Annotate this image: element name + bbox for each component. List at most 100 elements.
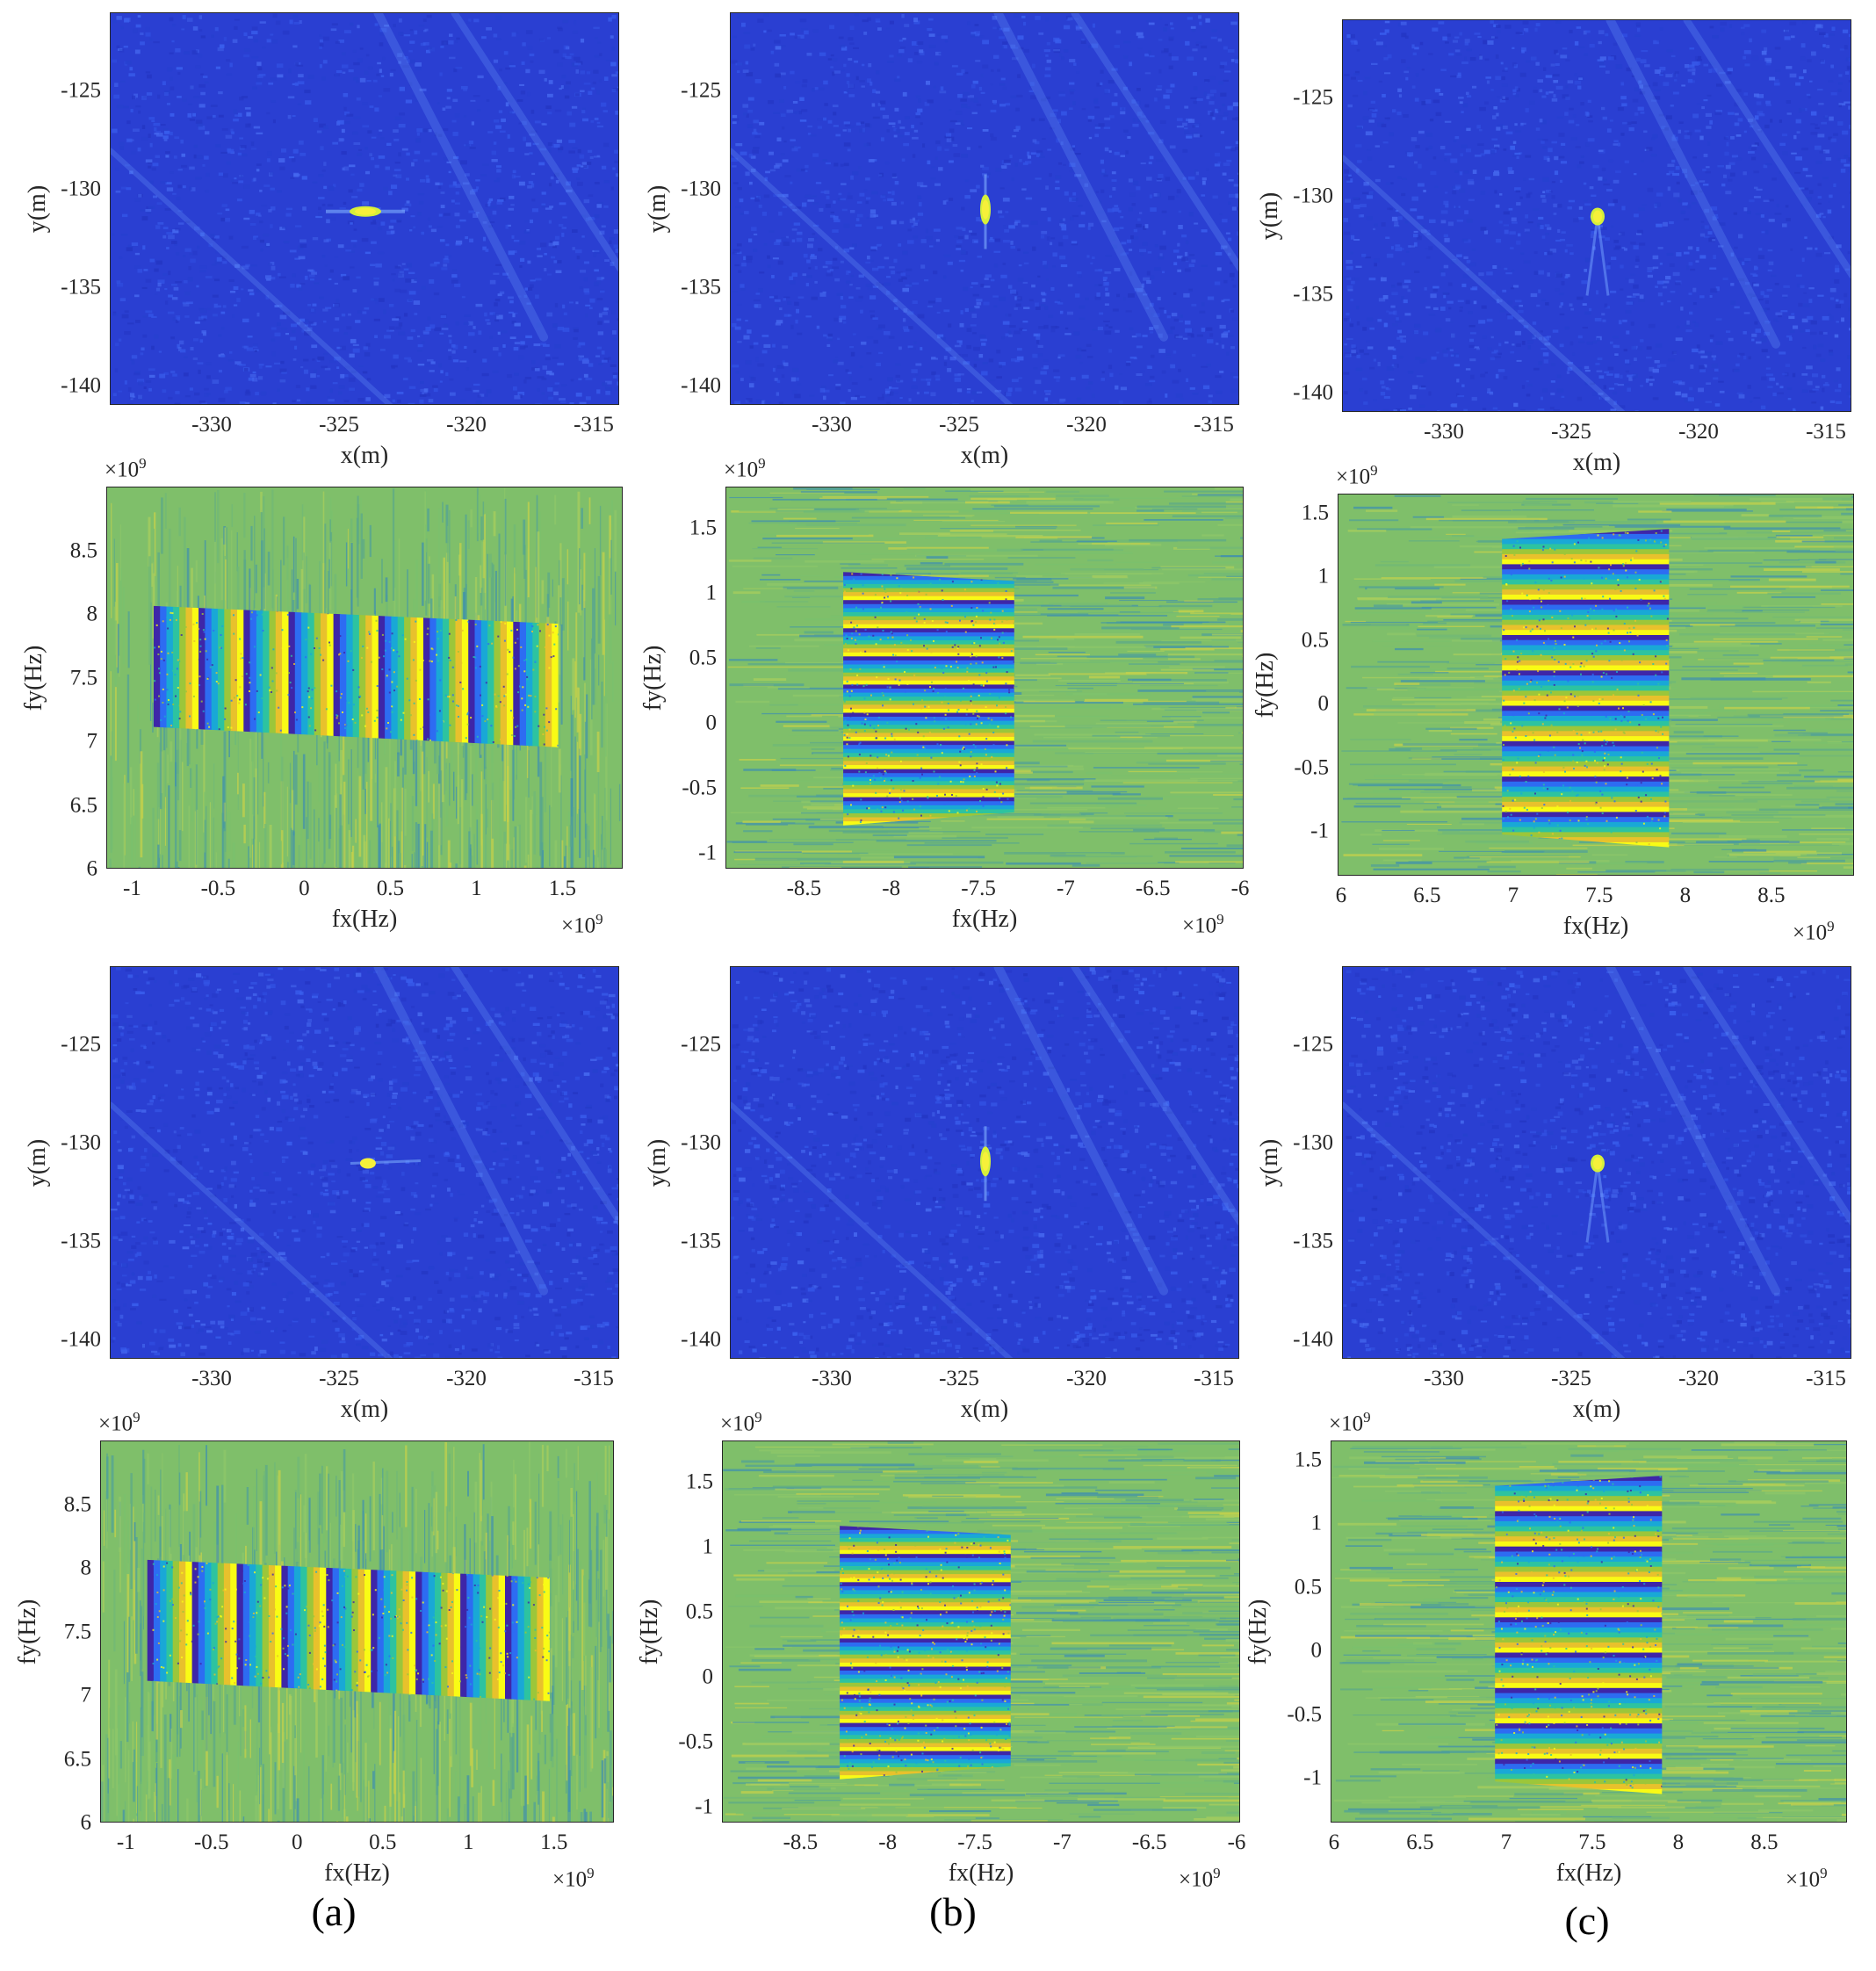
y-tick-label: -140 [681,1327,721,1352]
x-axis-label: x(m) [340,442,389,469]
fringe-region [840,1526,1011,1780]
x-tick-label: 6.5 [1406,1830,1434,1854]
x-tick-label: 6 [1335,884,1347,907]
fringe-region [153,605,559,747]
y-tick-label: 0 [1310,1638,1323,1663]
plot-area [1342,966,1851,1359]
y-axis-label: fy(Hz) [14,1599,41,1664]
x-tick-label: -325 [939,413,979,437]
y-tick-label: -0.5 [1287,1702,1322,1727]
y-tick-label: 8 [86,602,98,626]
y-axis-label: fy(Hz) [20,645,47,711]
diagonal-streaks [1343,20,1851,411]
diagonal-streaks [731,13,1238,404]
diagonal-streaks [731,967,1238,1358]
plot-area [100,1440,614,1823]
x-axis-label: fx(Hz) [948,1859,1014,1887]
x-axis-label: x(m) [960,442,1009,469]
x-tick-label: -320 [1678,1367,1719,1390]
x-tick-label: -320 [1066,413,1107,437]
x-tick-label: -8 [882,877,901,900]
x-tick-label: -315 [574,413,614,437]
y-tick-label: 1.5 [1301,501,1329,525]
x-axis-label: x(m) [1572,1396,1621,1423]
x-tick-label: 1.5 [540,1830,568,1854]
y-tick-label: -135 [1293,1229,1333,1253]
x-axis-label: fx(Hz) [1562,913,1629,940]
y-tick-label: 1.5 [685,1469,713,1494]
plot-area [730,966,1239,1359]
y-tick-label: -140 [61,1327,101,1352]
y-axis-label: y(m) [24,1138,51,1187]
phase-map [107,487,622,868]
y-tick-label: 1.5 [689,516,717,540]
sar-image [1343,967,1851,1358]
plot-area [110,966,619,1359]
y-exponent-label: ×109 [724,455,766,482]
y-tick-label: 0.5 [685,1599,713,1624]
y-tick-label: 1.5 [1294,1448,1322,1472]
y-tick-label: -0.5 [682,776,717,800]
caption-c: (c) [1564,1898,1610,1943]
x-tick-label: -330 [191,413,232,437]
fringe-region [147,1559,550,1701]
x-tick-label: -7.5 [957,1830,992,1854]
y-tick-label: -135 [61,275,101,300]
y-tick-label: 8.5 [69,538,97,562]
x-exponent-label: ×109 [561,911,603,938]
x-tick-label: 6.5 [1413,884,1441,907]
y-tick-label: 1 [1310,1511,1323,1535]
x-tick-label: -8.5 [786,877,822,900]
phase-map [1331,1441,1846,1822]
caption-a: (a) [311,1889,357,1934]
x-tick-label: 7 [1500,1830,1512,1854]
sar-image [731,967,1238,1358]
plot-area [106,487,623,869]
x-tick-label: 6 [1328,1830,1340,1854]
x-tick-label: -0.5 [200,877,236,900]
x-axis-label: x(m) [1572,449,1621,476]
speckle-texture [1343,20,1851,411]
y-exponent-label: ×109 [105,455,147,482]
phase-noise [726,487,1243,868]
y-tick-label: -0.5 [1294,755,1329,780]
y-tick-label: 0 [702,1664,714,1689]
x-tick-label: -330 [1424,420,1464,444]
x-tick-label: -330 [812,1367,852,1390]
plot-area [722,1440,1240,1823]
x-axis-label: x(m) [340,1396,389,1423]
y-tick-label: -140 [61,373,101,398]
y-tick-label: 7.5 [69,666,97,689]
caption-b: (b) [929,1889,977,1934]
phase-map [101,1441,613,1822]
y-tick-label: 8 [80,1556,92,1580]
x-tick-label: -6.5 [1135,877,1171,900]
x-tick-label: -315 [574,1367,614,1390]
x-tick-label: 0 [299,877,310,900]
x-tick-label: -325 [319,413,359,437]
x-tick-label: -8 [878,1830,898,1854]
x-tick-label: -7 [1056,877,1075,900]
y-tick-label: -1 [1303,1765,1322,1790]
y-axis-label: y(m) [24,184,51,233]
y-tick-label: 7.5 [63,1620,91,1643]
y-tick-label: 0.5 [689,646,717,670]
y-exponent-label: ×109 [1329,1409,1371,1436]
y-tick-label: 8.5 [63,1492,91,1516]
x-tick-label: -315 [1194,1367,1234,1390]
x-tick-label: -1 [122,877,141,900]
x-exponent-label: ×109 [1786,1865,1828,1892]
plot-area [110,12,619,405]
y-tick-label: 6.5 [63,1747,91,1771]
y-tick-label: -125 [61,1032,101,1057]
y-tick-label: 6 [86,856,98,881]
diagonal-streaks [111,967,618,1358]
y-axis-label: fy(Hz) [1252,652,1279,718]
y-tick-label: -140 [681,373,721,398]
y-axis-label: y(m) [644,184,671,233]
x-axis-label: fx(Hz) [1555,1859,1622,1887]
y-tick-label: -1 [698,841,717,865]
y-tick-label: -1 [1310,819,1329,843]
plot-area [725,487,1244,869]
x-tick-label: -6.5 [1131,1830,1167,1854]
